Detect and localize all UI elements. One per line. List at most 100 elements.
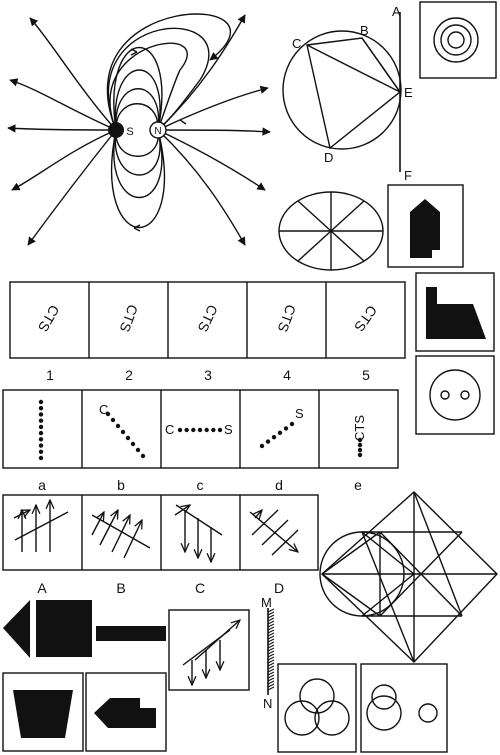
hatch-mark [267,671,275,676]
chain-dot [38,443,44,448]
chain-dot [357,437,363,443]
hatch-mark [267,665,275,670]
concentric-circles-icon [419,1,497,79]
hatch-mark [267,680,275,685]
hatch-mark [267,677,275,682]
chain-dot [125,435,131,441]
chain-dot [357,452,363,458]
chain-dot [204,427,209,433]
label-M: M [261,595,272,610]
row2-cell-c-dots [177,427,223,433]
row1-caption-2: 2 [125,367,133,383]
label-F-circle: F [404,168,412,183]
hatch-mark [267,632,275,637]
hatch-mark [267,662,275,667]
chain-dot [271,435,277,440]
chain-dot [38,424,44,430]
hatch-mark [267,629,275,634]
hatch-mark [267,656,275,661]
row3-cell-C-arrows [174,505,223,562]
hatch-mark [267,659,275,664]
south-pole-marker [108,122,124,138]
hatched-scale-bar [267,608,275,695]
chain-dot [259,443,265,449]
row1-cell-5: CTS [351,303,380,335]
chain-dot [184,427,189,433]
svg-text:CTS: CTS [35,302,63,334]
north-pole-marker [149,121,167,139]
svg-text:CTS: CTS [195,302,221,334]
row2-c-left-letter: C [165,422,174,437]
hatch-mark [267,638,275,643]
row2-caption-e: e [354,477,362,493]
chain-dot [115,423,121,429]
chain-dot [265,439,271,444]
label-C-circle: C [292,36,301,51]
hatch-mark [267,650,275,655]
ellipse-spokes-icon [278,191,384,271]
row3-caption-C: C [195,580,205,596]
chain-dot [120,429,126,435]
chain-dot [217,427,223,433]
row2-caption-d: d [275,477,283,493]
chain-dot [38,430,44,436]
row1-caption-3: 3 [204,367,212,383]
svg-text:CTS: CTS [275,302,300,334]
hatch-mark [267,674,275,679]
row3-cell-A-arrows [13,500,69,552]
hatch-mark [267,620,275,625]
chain-dot [140,453,146,459]
chain-dot [197,427,203,433]
row3-cell-B-arrows [91,510,151,559]
chain-dot [110,417,116,423]
row2-caption-b: b [117,477,125,493]
row2-d-letter: S [295,406,304,421]
hatch-mark [267,611,275,616]
row1-caption-4: 4 [283,367,291,383]
row3-caption-B: B [116,580,125,596]
arrow-shape-icon [3,600,166,658]
chain-dot [38,437,44,442]
hatch-mark [267,644,275,649]
hatch-mark [267,614,275,619]
label-N: N [263,696,272,711]
label-E-circle: E [404,85,413,100]
panel-row-1: CTS CTS CTS CTS CTS [9,281,406,359]
hatch-mark [267,608,275,613]
row2-caption-c: c [197,477,204,493]
row3-caption-D: D [274,580,284,596]
svg-text:CTS: CTS [117,302,142,334]
arrow-fan-panel-small [168,609,250,691]
panel-row-3 [2,494,319,571]
chain-dot [177,427,183,433]
chain-dot [289,421,295,427]
chain-dot [357,447,363,453]
trapezoid-icon [2,672,84,752]
chain-dot [38,412,44,417]
label-B-circle: B [360,23,369,38]
panel-row-2 [2,389,399,469]
chain-dot [130,441,136,447]
row2-caption-a: a [38,477,46,493]
north-label: N [154,126,161,137]
label-A-circle: A [392,4,401,19]
chain-dot [283,426,289,431]
circle-tangent-diagram [282,12,402,172]
hatch-mark [267,635,275,640]
outlet-icon [415,355,495,435]
magnetic-field-diagram [7,13,271,246]
row1-cell-3: CTS [195,302,221,334]
hatch-mark [267,641,275,646]
hatch-mark [267,653,275,658]
pointer-shape-icon [85,672,167,752]
hatch-mark [267,626,275,631]
chain-dot [191,427,196,433]
hatch-mark [267,686,275,691]
chain-dot [357,442,363,448]
label-D-circle: D [324,150,333,165]
row2-cell-b-dots [105,411,146,459]
row2-c-right-letter: S [224,422,233,437]
hatch-mark [267,623,275,628]
hatch-mark [267,668,275,673]
chain-dot [38,399,44,405]
